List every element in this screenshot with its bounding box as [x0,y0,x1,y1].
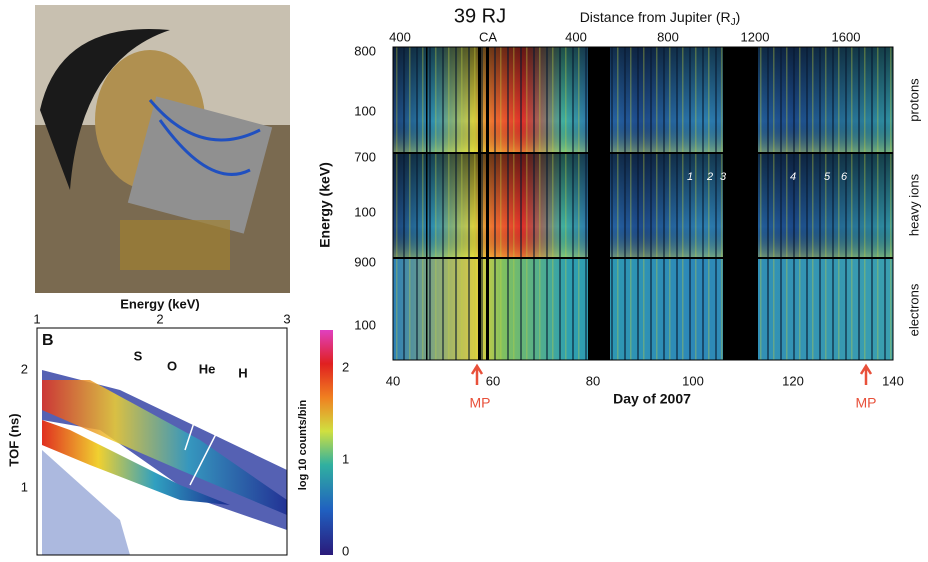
tick-label: 40 [386,373,400,388]
tick-label: 1 [21,479,28,494]
photo-wires [148,99,261,176]
species-label: O [167,358,177,373]
tick-label: 0 [342,543,349,558]
dark-line [486,47,489,360]
pointer-lines [141,365,243,486]
title: 39 RJ [454,5,506,27]
species-label: H [238,365,247,380]
tick-label: 3 [283,311,290,326]
panel-label: B [42,332,54,349]
colorbar [320,330,333,555]
plot-frame [36,327,288,556]
dark-line [478,47,481,360]
dark-line [426,47,428,360]
mp-arrow [470,363,484,385]
species-label: S [134,348,143,363]
tick-label: 100 [354,103,376,118]
tick-label: 2 [21,361,28,376]
band [42,380,287,515]
top-axis-title: Distance from Jupiter (RJ) [580,9,741,28]
event-number: 2 [706,171,713,183]
colorbar-title: log 10 counts/bin [297,399,309,490]
data-gap [588,47,610,360]
subscript: J [731,17,736,28]
data-gap [723,47,758,360]
tick-label: 1600 [832,29,861,44]
top-axis-close: ) [736,9,741,25]
event-number: 5 [824,171,831,183]
axis-title: Energy (keV) [120,296,199,311]
marker-label: MP [856,395,877,411]
tick-label: 100 [354,317,376,332]
event-number: 3 [720,171,727,183]
event-numbers: 1 2 3 4 5 6 [687,171,848,183]
tick-label: 900 [354,254,376,269]
tick-label: 60 [486,373,500,388]
tick-label: 1 [342,451,349,466]
band [42,420,230,505]
photo-shield [40,29,170,190]
instrument-photo [35,5,290,293]
tick-label: 400 [389,29,411,44]
tick-label: 100 [354,204,376,219]
top-axis-text: Distance from Jupiter (R [580,9,731,25]
axis-title: Energy (keV) [317,162,333,248]
panel-label: heavy ions [906,173,921,236]
mp-arrow [859,363,873,385]
tick-label: 100 [682,373,704,388]
tick-label: 400 [565,29,587,44]
tick-label: 140 [882,373,904,388]
axis-title: Day of 2007 [613,391,691,407]
photo-box [127,96,273,234]
tick-label: 800 [657,29,679,44]
tick-label: 700 [354,149,376,164]
species-label: He [199,361,216,376]
event-number: 4 [790,171,796,183]
panel-label: electrons [906,283,921,336]
axis-title: TOF (ns) [6,413,21,466]
tick-label: 120 [782,373,804,388]
marker-label: MP [470,395,491,411]
tick-label: 800 [354,43,376,58]
tick-label: 1200 [741,29,770,44]
panel-label: protons [906,78,921,122]
tick-label: 2 [342,359,349,374]
tick-label: 80 [586,373,600,388]
event-number: 1 [687,171,693,183]
event-number: 6 [841,171,848,183]
frame [392,46,894,361]
tick-label: CA [479,29,497,44]
tick-label: 2 [156,311,163,326]
band [42,450,130,555]
stripes [393,47,893,360]
photo-tape [120,220,230,270]
tick-label: 1 [33,311,40,326]
spectrogram: 39 RJ Distance from Jupiter (RJ) 400 CA … [317,5,922,410]
panel-b: Energy (keV) 1 2 3 B TOF (ns) 2 1 S O He… [6,296,349,558]
